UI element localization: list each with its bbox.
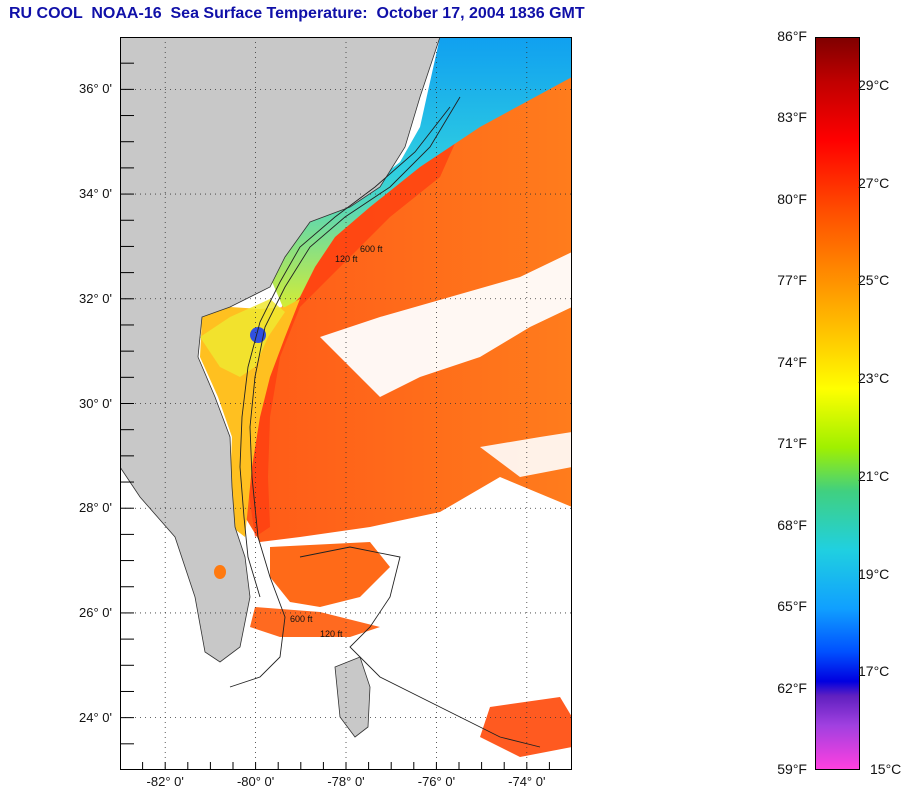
lon-tick-label: -78° 0' (327, 774, 365, 789)
shelf-water-north (270, 37, 572, 312)
lake-okeechobee (214, 565, 226, 579)
colorbar-fahrenheit-label: 65°F (777, 598, 807, 615)
lon-tick-label: -82° 0' (146, 774, 184, 789)
colorbar-fahrenheit-label: 86°F (777, 28, 807, 44)
lat-tick-label: 32° 0' (79, 290, 112, 306)
axis-ticks (120, 37, 572, 770)
gulf-stream (248, 132, 460, 537)
lon-tick-label: -80° 0' (236, 774, 275, 789)
colorbar-fahrenheit-label: 68°F (777, 516, 807, 533)
ocean-patch-bahamas (270, 542, 390, 607)
contour-label-600ft: 600 ft (360, 244, 383, 254)
lat-tick-label: 30° 0' (79, 395, 112, 411)
map-title: RU COOL NOAA-16 Sea Surface Temperature:… (9, 5, 585, 22)
colorbar-fahrenheit-label: 83°F (777, 109, 807, 126)
colorbar-fahrenheit-label: 80°F (777, 190, 807, 207)
colorbar-fahrenheit-label: 62°F (777, 679, 807, 696)
colorbar-celsius-label: 23°C (858, 370, 890, 387)
lat-tick-label: 26° 0' (79, 604, 112, 620)
cold-spot (250, 327, 266, 343)
colorbar-celsius-label: 19°C (858, 565, 890, 582)
contour-600ft (229, 96, 461, 688)
sst-map-canvas: 120 ft 600 ft 600 ft 120 ft (120, 37, 572, 770)
lat-tick-label: 28° 0' (79, 500, 112, 516)
colorbar-celsius-label: 17°C (858, 663, 890, 680)
lat-tick-label: 36° 0' (79, 81, 112, 97)
colorbar-fahrenheit-label: 71°F (777, 435, 807, 452)
graticule (120, 37, 572, 770)
lon-tick-label: -76° 0' (417, 774, 456, 789)
sst-map[interactable]: 120 ft 600 ft 600 ft 120 ft (120, 37, 572, 770)
ocean-patch-south (250, 607, 380, 637)
colorbar-celsius-label: 15°C (870, 761, 902, 777)
lat-tick-label: 24° 0' (79, 709, 112, 725)
contour-label-120ft-south: 120 ft (320, 629, 343, 639)
lat-tick-label: 34° 0' (79, 186, 112, 202)
colorbar-fahrenheit-label: 59°F (777, 761, 807, 777)
map-border (120, 37, 572, 770)
cloud-band (320, 252, 572, 397)
contour-label-120ft: 120 ft (335, 254, 358, 264)
colorbar-celsius-label: 27°C (858, 174, 890, 191)
ocean-patch-southeast (480, 697, 572, 757)
land-us-southeast (120, 37, 441, 663)
colorbar-fahrenheit-label: 74°F (777, 353, 807, 370)
contour-120ft (239, 106, 451, 598)
colorbar-celsius-label: 25°C (858, 272, 890, 289)
colorbar-celsius-label: 21°C (858, 467, 890, 484)
temperature-colorbar (815, 37, 860, 770)
cloud-patch (480, 432, 572, 477)
lon-tick-label: -74° 0' (508, 774, 546, 789)
shelf-water-mid (200, 299, 285, 377)
contour-bahamas (299, 546, 541, 748)
contour-label-600ft-south: 600 ft (290, 614, 313, 624)
colorbar-celsius-label: 29°C (858, 76, 890, 93)
colorbar-fahrenheit-label: 77°F (777, 272, 807, 289)
